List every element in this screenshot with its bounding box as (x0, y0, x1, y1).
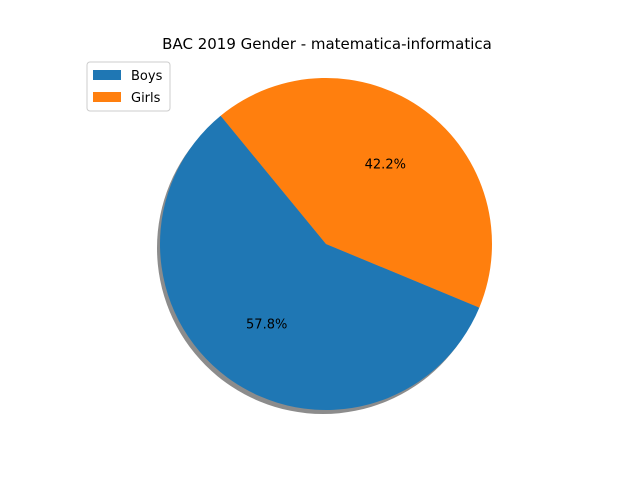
legend-swatch-girls (93, 92, 121, 102)
pie-pct-label-girls: 42.2% (365, 158, 406, 173)
pie-percent-labels: 57.8% 42.2% (246, 158, 406, 333)
legend-label-girls: Girls (131, 91, 161, 106)
pie-pct-label-boys: 57.8% (246, 318, 287, 333)
legend-swatch-boys (93, 70, 121, 80)
pie-slice-boys (159, 115, 480, 411)
pie-slices (159, 78, 492, 411)
pie-slice-girls (220, 78, 492, 308)
legend-label-boys: Boys (131, 69, 163, 84)
chart-title: BAC 2019 Gender - matematica-informatica (162, 35, 492, 53)
legend: Boys Girls (86, 61, 171, 112)
